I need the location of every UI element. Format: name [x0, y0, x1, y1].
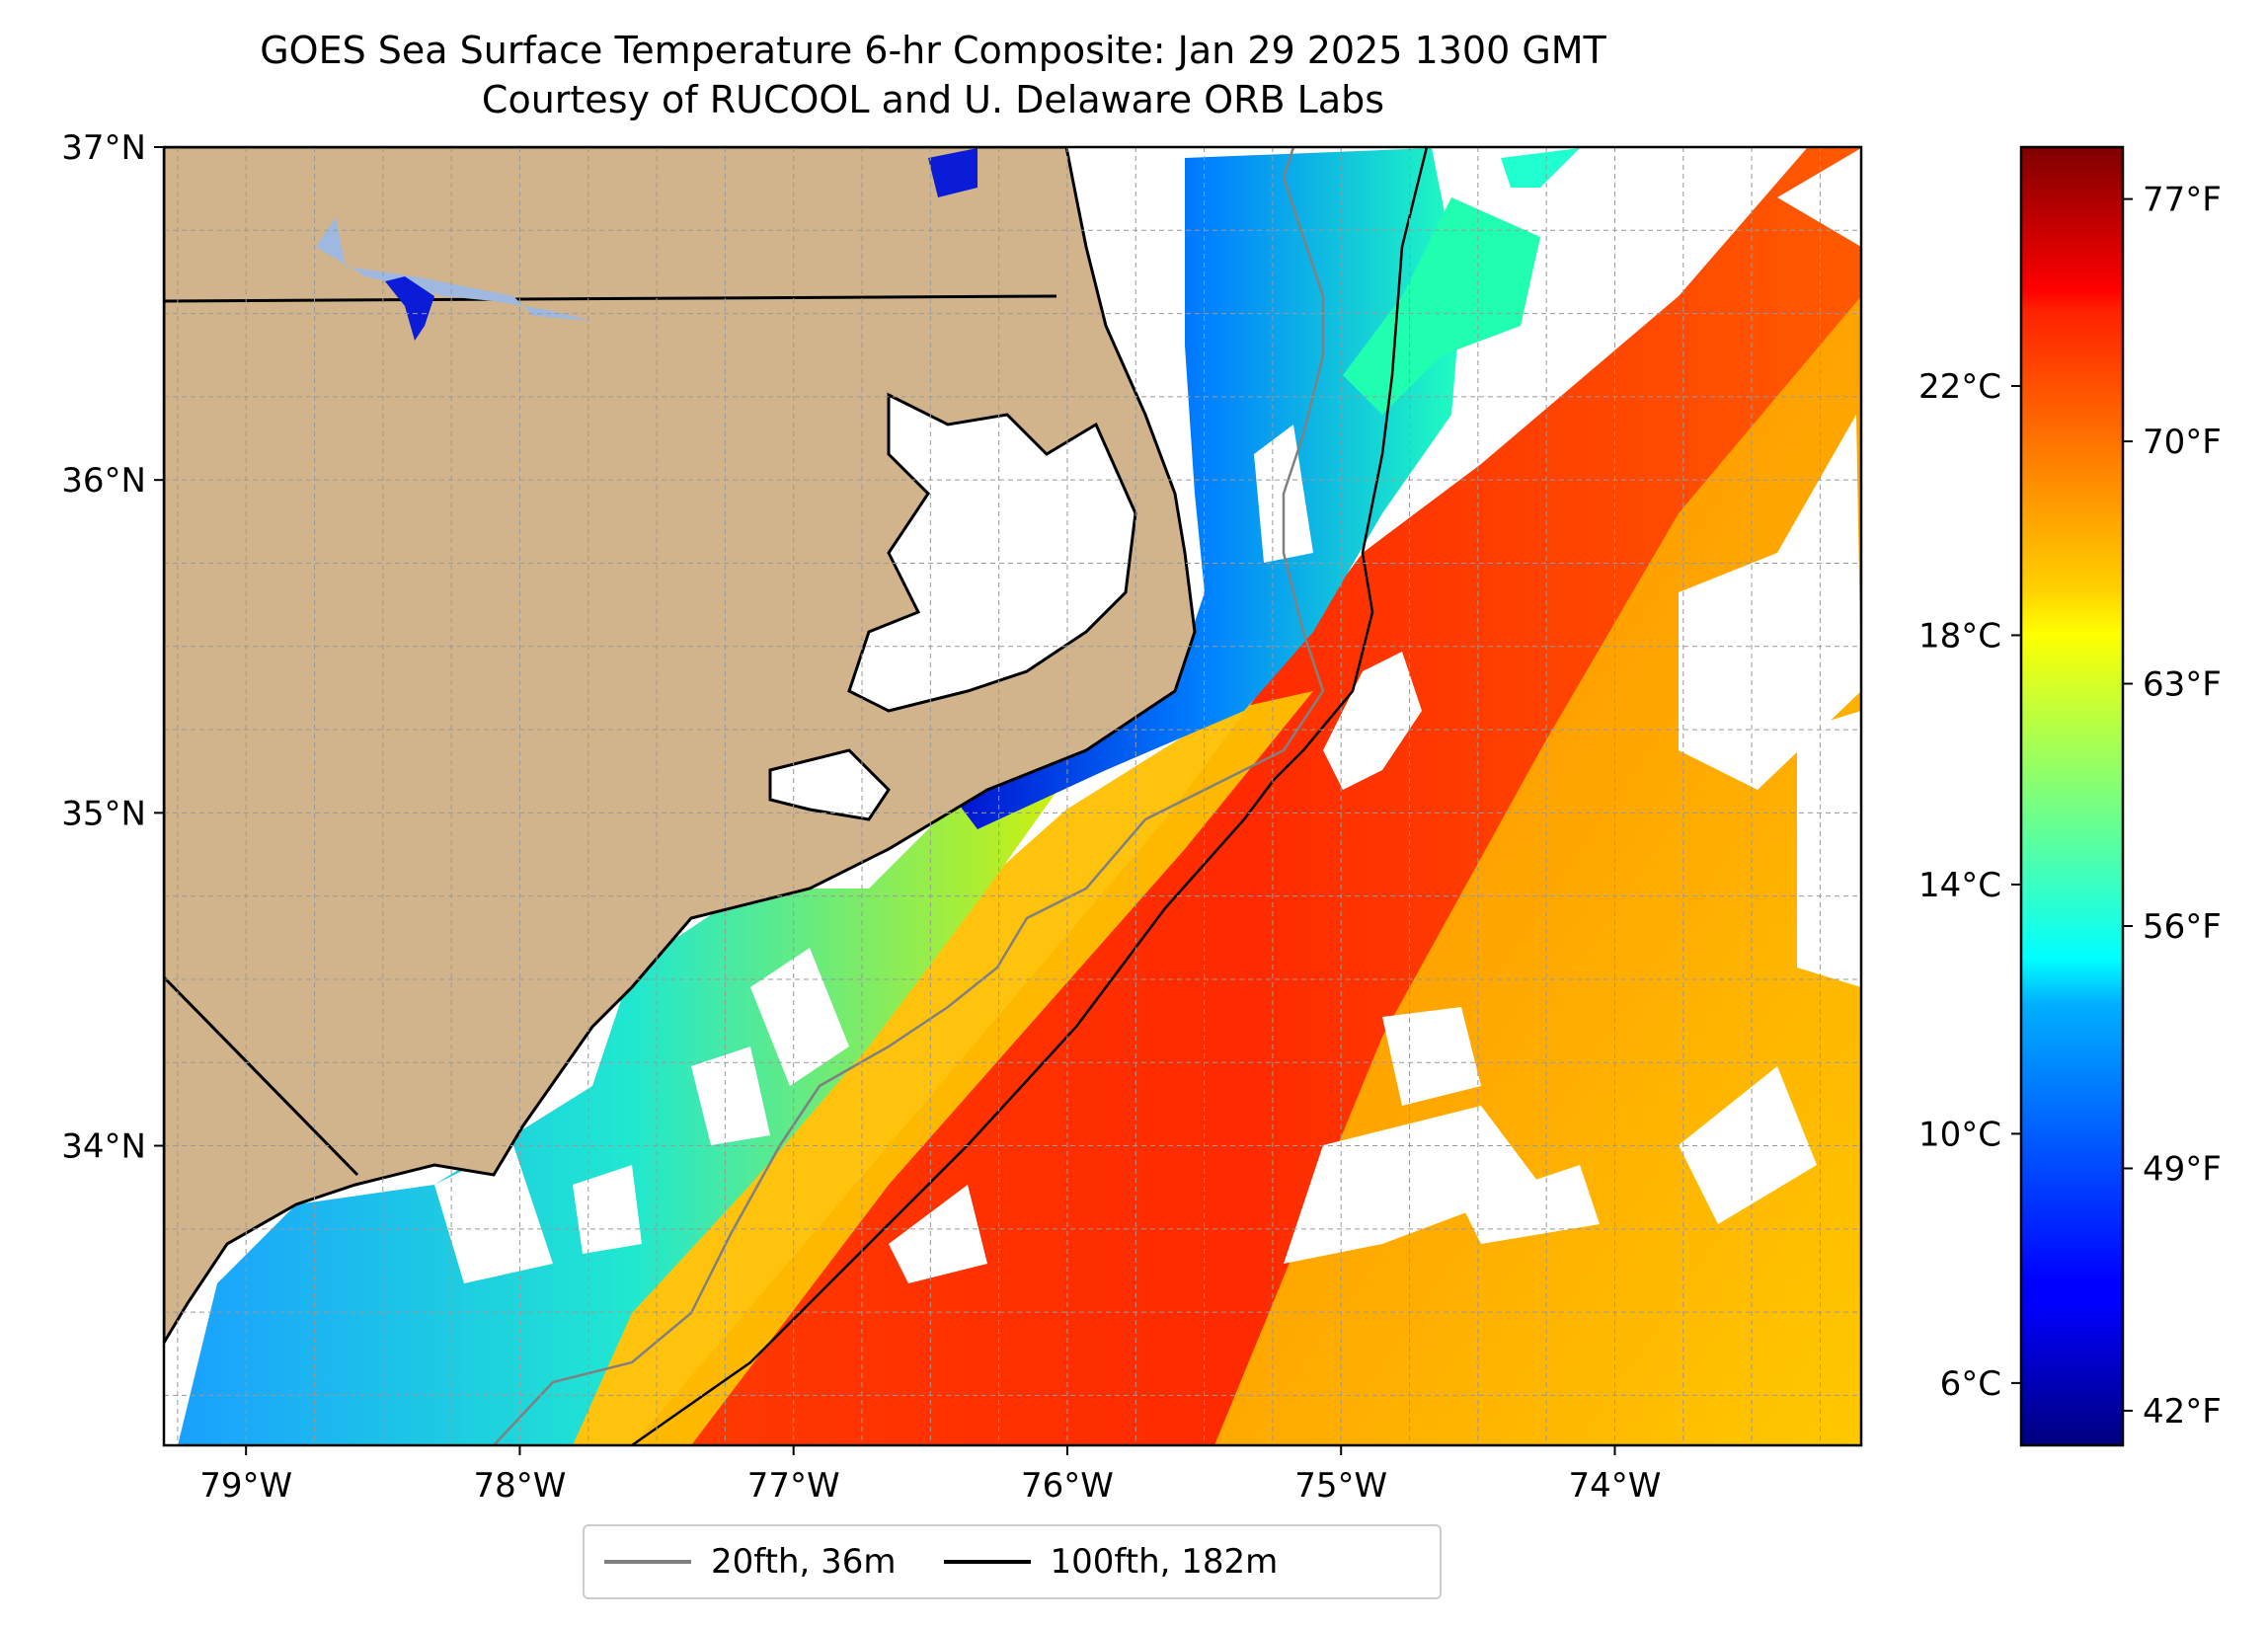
- legend-label-100fth: 100fth, 182m: [1050, 1542, 1279, 1582]
- longitude-axis: 79°W 78°W 77°W 76°W 75°W 74°W: [199, 1445, 1661, 1506]
- legend-label-20fth: 20fth, 36m: [711, 1542, 897, 1582]
- legend-item-20fth: 20fth, 36m: [604, 1542, 897, 1582]
- colorbar-celsius-label: 14°C: [1918, 866, 2001, 905]
- isobath-20fth: [493, 147, 1325, 1445]
- legend-line-black: [943, 1560, 1031, 1564]
- sst-north-patch: [1501, 148, 1580, 188]
- state-border-nc-sc: [164, 975, 359, 1177]
- neuse-sound: [768, 748, 891, 821]
- state-border-va-nc: [164, 294, 1057, 303]
- sst-mid-shelf: [553, 691, 1313, 1445]
- cloud-gaps: [434, 148, 1861, 1283]
- lat-tick-label: 34°N: [61, 1127, 146, 1167]
- map-frame: [162, 145, 1863, 1447]
- map-gridlines: [164, 147, 1861, 1445]
- lake-blue-cells: [385, 276, 434, 341]
- sst-inner-shelf: [178, 750, 1086, 1445]
- lat-tick-label: 37°N: [61, 128, 146, 168]
- isobath-legend: 20fth, 36m 100fth, 182m: [583, 1524, 1442, 1599]
- colorbar-fahrenheit-label: 56°F: [2143, 907, 2222, 947]
- legend-line-gray: [604, 1560, 691, 1564]
- lon-tick-label: 77°W: [747, 1466, 840, 1506]
- colorbar-fahrenheit-label: 42°F: [2143, 1392, 2222, 1432]
- map-subtitle: Courtesy of RUCOOL and U. Delaware ORB L…: [481, 78, 1385, 121]
- colorbar-fahrenheit-label: 63°F: [2143, 665, 2222, 705]
- map-title: GOES Sea Surface Temperature 6-hr Compos…: [260, 29, 1606, 72]
- colorbar-fahrenheit-label: 70°F: [2143, 423, 2222, 462]
- isobath-100fth: [631, 147, 1429, 1445]
- colorbar-celsius-label: 6°C: [1940, 1364, 2001, 1404]
- colorbar-celsius-label: 22°C: [1918, 367, 2001, 407]
- lon-tick-label: 79°W: [199, 1466, 292, 1506]
- lake-north-cells: [928, 148, 978, 197]
- pamlico-albemarle-sounds: [847, 392, 1137, 713]
- colorbar: [2019, 145, 2125, 1447]
- colorbar-fahrenheit-label: 77°F: [2143, 181, 2222, 220]
- lat-tick-label: 36°N: [61, 461, 146, 501]
- lon-tick-label: 75°W: [1294, 1466, 1387, 1506]
- latitude-axis: 34°N 35°N 36°N 37°N: [61, 128, 164, 1167]
- colorbar-celsius-label: 18°C: [1918, 616, 2001, 656]
- lon-tick-label: 78°W: [473, 1466, 566, 1506]
- colorbar-fahrenheit-label: 49°F: [2143, 1149, 2222, 1189]
- legend-item-100fth: 100fth, 182m: [943, 1542, 1279, 1582]
- lon-tick-label: 74°W: [1569, 1466, 1662, 1506]
- lat-tick-label: 35°N: [61, 794, 146, 833]
- colorbar-celsius-label: 10°C: [1918, 1115, 2001, 1154]
- lon-tick-label: 76°W: [1021, 1466, 1114, 1506]
- colorbar-celsius-axis: 6°C 10°C 14°C 18°C 22°C: [1918, 367, 2021, 1404]
- colorbar-fahrenheit-axis: 42°F 49°F 56°F 63°F 70°F 77°F: [2123, 181, 2222, 1432]
